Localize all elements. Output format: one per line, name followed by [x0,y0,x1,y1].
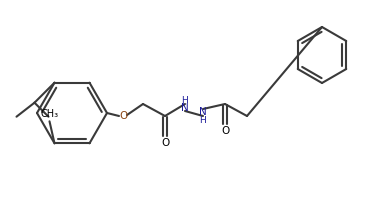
Text: O: O [119,111,127,121]
Text: N: N [181,103,189,113]
Text: O: O [161,138,169,148]
Text: N: N [199,107,207,117]
Text: CH₃: CH₃ [40,109,59,119]
Text: H: H [199,116,206,124]
Text: H: H [182,96,189,104]
Text: O: O [221,126,229,136]
